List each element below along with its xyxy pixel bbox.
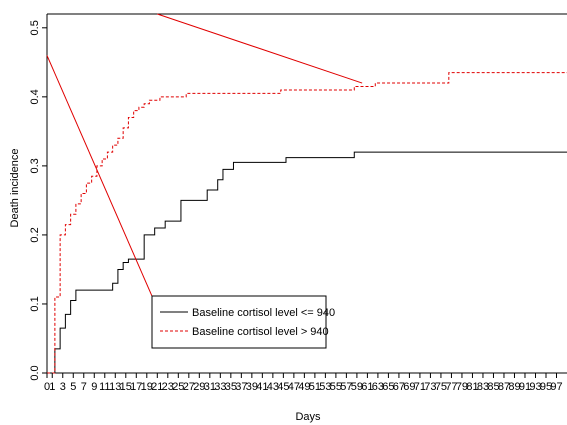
x-tick-label-55: 55 [330,381,342,393]
x-tick-label-15: 15 [120,381,132,393]
x-tick-label-23: 23 [162,381,174,393]
x-tick-label-45: 45 [277,381,289,393]
series-line-1 [47,151,567,374]
x-tick-label-43: 43 [267,381,279,393]
legend: Baseline cortisol level <= 940 Baseline … [151,295,335,349]
x-tick-label-1: 1 [49,381,55,393]
x-tick-label-11: 11 [99,381,110,393]
x-tick-label-39: 39 [246,381,258,393]
plot-area [46,13,567,374]
legend-label-series-1: Baseline cortisol level <= 940 [192,307,335,319]
x-tick-label-73: 73 [424,381,436,393]
y-tick-label-4: 0.4 [29,89,41,104]
x-tick-label-95: 95 [540,381,552,393]
x-tick-label-31: 31 [204,381,216,393]
x-tick-label-83: 83 [477,381,489,393]
legend-box [151,295,327,349]
x-tick-label-53: 53 [319,381,331,393]
x-tick-label-91: 91 [519,381,531,393]
x-tick-label-29: 29 [193,381,205,393]
y-tick-label-5: 0.5 [29,20,41,35]
x-tick-label-35: 35 [225,381,237,393]
x-tick-label-33: 33 [214,381,226,393]
x-tick-label-63: 63 [372,381,384,393]
x-tick-label-25: 25 [172,381,184,393]
y-axis-title: Death incidence [9,149,21,228]
x-tick-label-0: 0 [44,381,50,393]
x-tick-label-59: 59 [351,381,363,393]
x-tick-label-27: 27 [183,381,195,393]
x-tick-label-7: 7 [81,381,87,393]
x-tick-label-75: 75 [435,381,447,393]
x-tick-label-85: 85 [487,381,499,393]
x-tick-label-69: 69 [403,381,415,393]
annotation-line-1 [157,13,363,84]
x-tick-label-3: 3 [60,381,66,393]
y-tick-label-3: 0.3 [29,158,41,173]
x-tick-label-79: 79 [456,381,468,393]
legend-label-series-2: Baseline cortisol level > 940 [192,326,329,338]
x-tick-label-81: 81 [466,381,478,393]
x-tick-label-17: 17 [130,381,142,393]
x-tick-label-41: 41 [256,381,268,393]
x-tick-label-97: 97 [550,381,562,393]
x-axis-title: Days [295,411,321,423]
x-tick-label-51: 51 [309,381,321,393]
x-tick-label-89: 89 [508,381,520,393]
series-line-2 [47,72,567,374]
x-tick-label-67: 67 [393,381,405,393]
x-tick-label-61: 61 [361,381,373,393]
x-tick-label-21: 21 [151,381,163,393]
x-tick-label-19: 19 [141,381,153,393]
x-tick-label-93: 93 [529,381,541,393]
x-tick-label-13: 13 [109,381,121,393]
x-tick-label-65: 65 [382,381,394,393]
x-tick-label-57: 57 [340,381,352,393]
y-tick-label-2: 0.2 [29,227,41,242]
x-tick-label-37: 37 [235,381,247,393]
x-tick-label-47: 47 [288,381,300,393]
y-tick-label-0: 0.0 [29,365,41,380]
y-axis: 0.0 0.1 0.2 0.3 0.4 0.5 [29,20,47,381]
y-tick-label-1: 0.1 [29,296,41,311]
x-tick-label-49: 49 [298,381,310,393]
annotation-line-2 [46,55,161,315]
x-axis: 0 1 3 5 7 9 1113151719212325272931333537394143… [44,373,563,393]
x-tick-label-87: 87 [498,381,510,393]
x-tick-label-77: 77 [445,381,457,393]
x-tick-label-9: 9 [91,381,97,393]
x-tick-label-5: 5 [70,381,76,393]
x-tick-label-71: 71 [414,381,426,393]
